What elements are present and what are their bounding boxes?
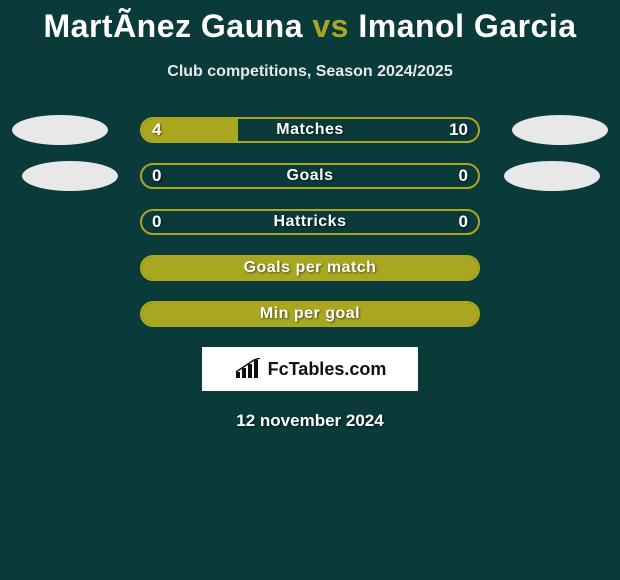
comparison-title: MartÃ­nez Gauna vs Imanol Garcia — [0, 0, 620, 45]
brand-badge[interactable]: FcTables.com — [202, 347, 418, 391]
stat-rows: 410Matches 00Goals 00Hattricks Goals per ma… — [0, 117, 620, 327]
stat-row: 410Matches — [0, 117, 620, 143]
brand-text: FcTables.com — [268, 359, 387, 380]
stat-label: Hattricks — [142, 211, 478, 233]
subtitle: Club competitions, Season 2024/2025 — [0, 63, 620, 81]
stat-row: 00Goals — [0, 163, 620, 189]
stat-bar-track: Goals per match — [140, 255, 480, 281]
avatar-right — [512, 115, 608, 145]
avatar-right — [504, 161, 600, 191]
stat-row: 00Hattricks — [0, 209, 620, 235]
stat-row: Goals per match — [0, 255, 620, 281]
stat-label: Matches — [142, 119, 478, 141]
stat-bar-track: 00Hattricks — [140, 209, 480, 235]
player1-name: MartÃ­nez Gauna — [44, 8, 303, 44]
vs-separator: vs — [312, 8, 349, 44]
avatar-left — [12, 115, 108, 145]
player2-name: Imanol Garcia — [358, 8, 576, 44]
chart-bars-icon — [234, 358, 262, 380]
stat-bar-track: Min per goal — [140, 301, 480, 327]
date-line: 12 november 2024 — [0, 411, 620, 431]
stat-label: Min per goal — [142, 303, 478, 325]
stat-row: Min per goal — [0, 301, 620, 327]
stat-bar-track: 410Matches — [140, 117, 480, 143]
stat-label: Goals — [142, 165, 478, 187]
stat-label: Goals per match — [142, 257, 478, 279]
avatar-left — [22, 161, 118, 191]
stat-bar-track: 00Goals — [140, 163, 480, 189]
